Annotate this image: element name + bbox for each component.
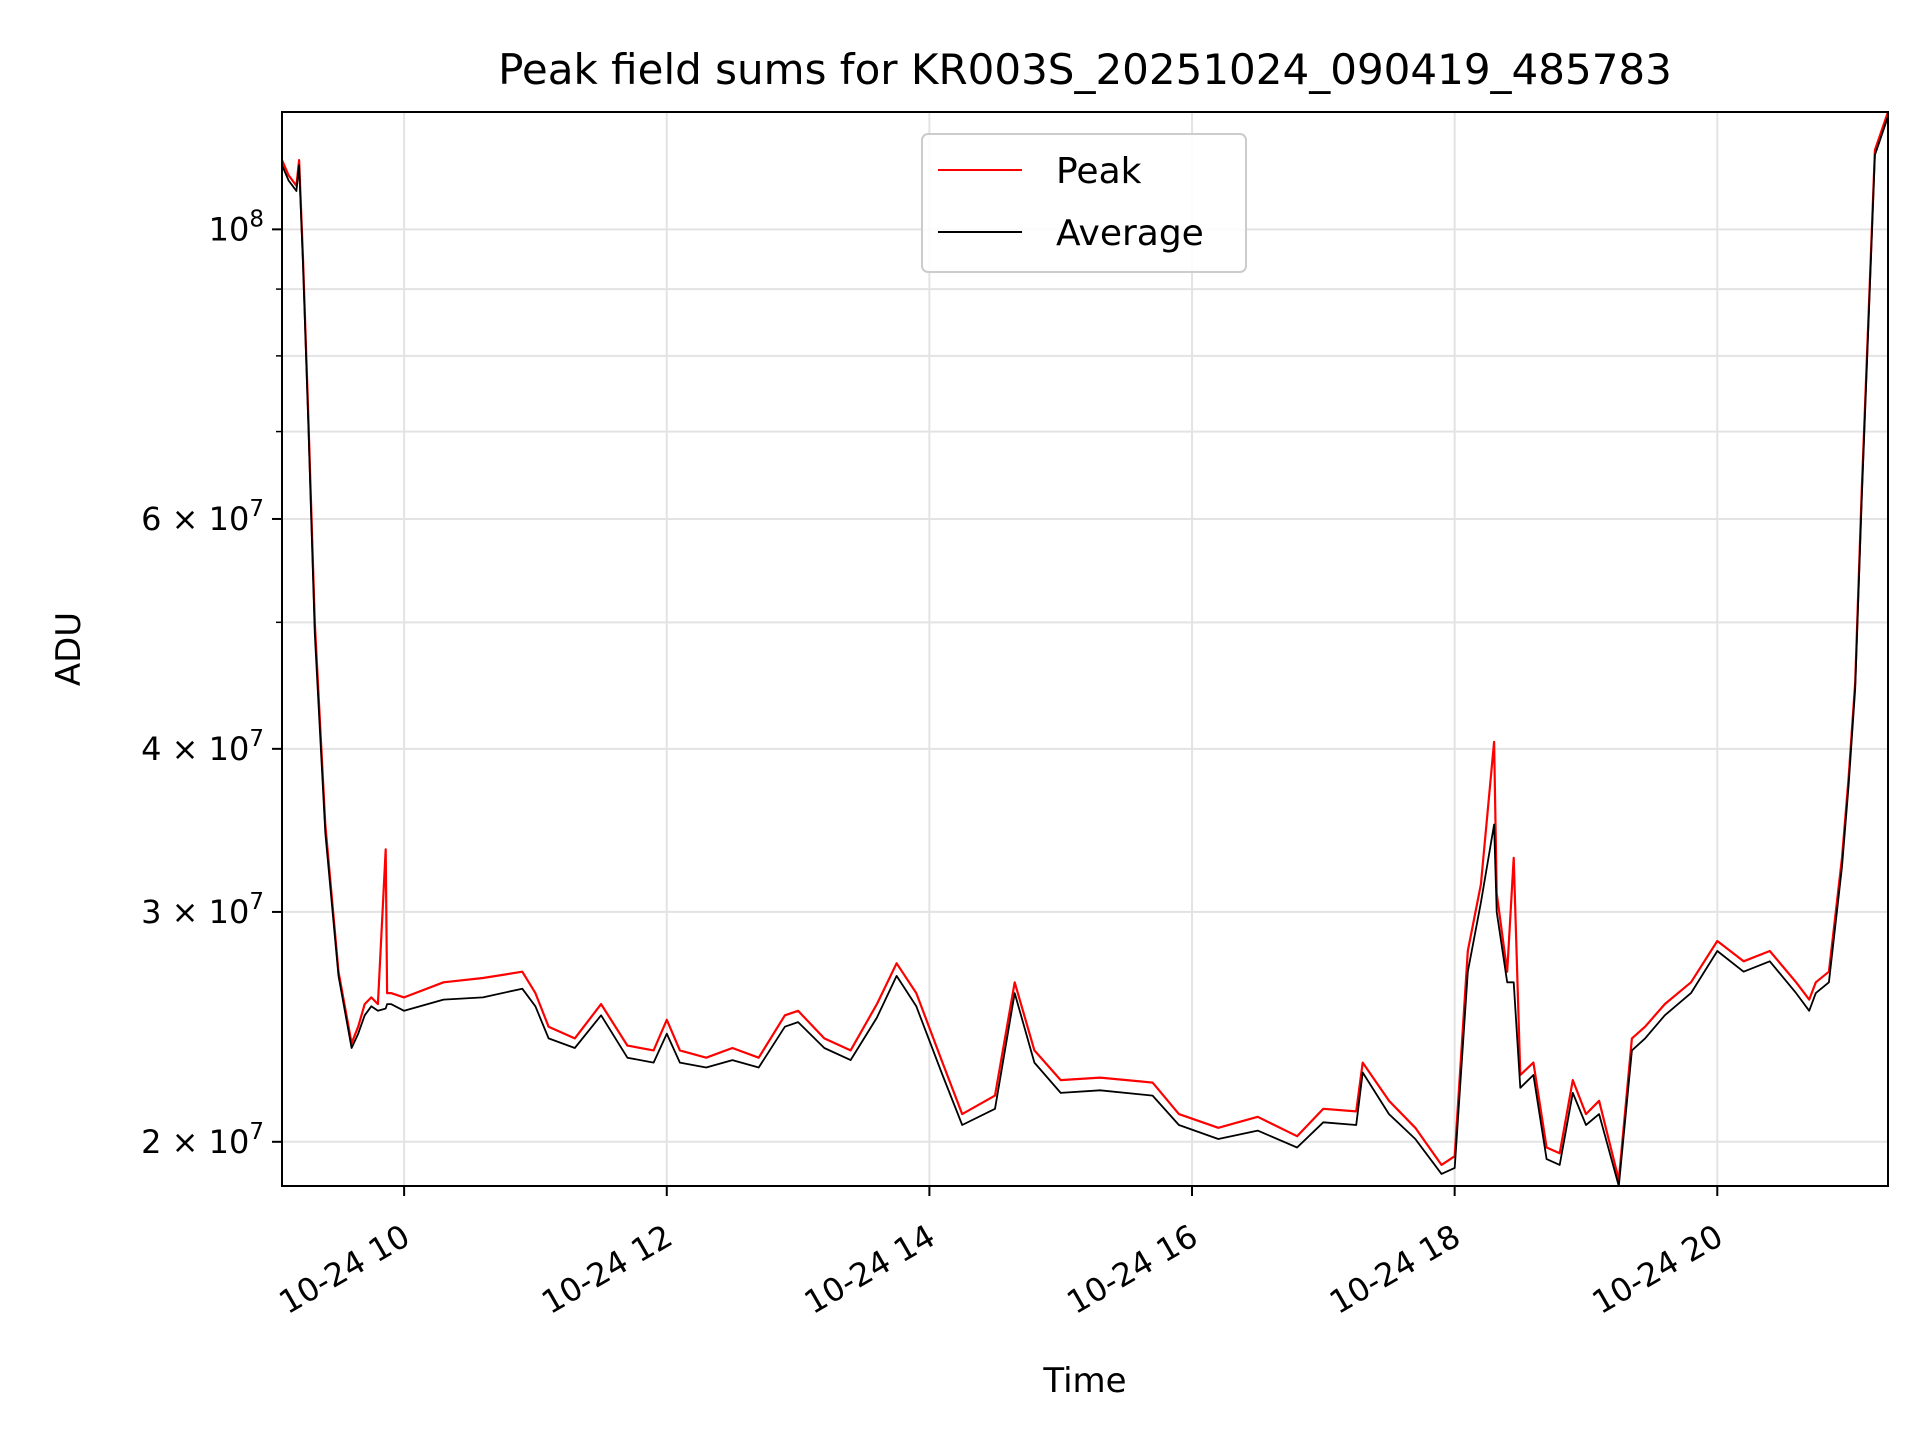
y-tick-mantissa: 2 xyxy=(141,1123,161,1161)
y-tick-mantissa: 6 xyxy=(141,500,161,538)
y-tick-exponent: 7 xyxy=(249,496,264,522)
legend: Peak Average xyxy=(921,133,1247,273)
y-tick-label: 2 × 107 xyxy=(141,1119,264,1161)
y-axis-label: ADU xyxy=(49,612,89,686)
plot-frame xyxy=(281,111,1889,1187)
y-tick-exponent: 8 xyxy=(249,206,264,232)
y-tick-exponent: 7 xyxy=(249,1119,264,1145)
y-tick-mantissa: 4 xyxy=(141,730,161,768)
series-line-average xyxy=(281,116,1889,1187)
y-tick-label: 3 × 107 xyxy=(141,889,264,931)
y-tick-label: 4 × 107 xyxy=(141,726,264,768)
x-axis-label: Time xyxy=(1042,1361,1126,1401)
legend-label-average: Average xyxy=(1056,213,1204,254)
series-line-peak xyxy=(280,111,1890,1182)
y-tick-mantissa: 3 xyxy=(141,893,161,931)
legend-box xyxy=(921,133,1247,273)
series-lines xyxy=(280,111,1890,1187)
y-tick-exponent: 7 xyxy=(249,889,264,915)
y-tick-label: 6 × 107 xyxy=(141,496,264,538)
y-tick-exponent: 7 xyxy=(249,726,264,752)
legend-label-peak: Peak xyxy=(1056,151,1142,192)
chart-title: Peak field sums for KR003S_20251024_0904… xyxy=(498,45,1672,94)
